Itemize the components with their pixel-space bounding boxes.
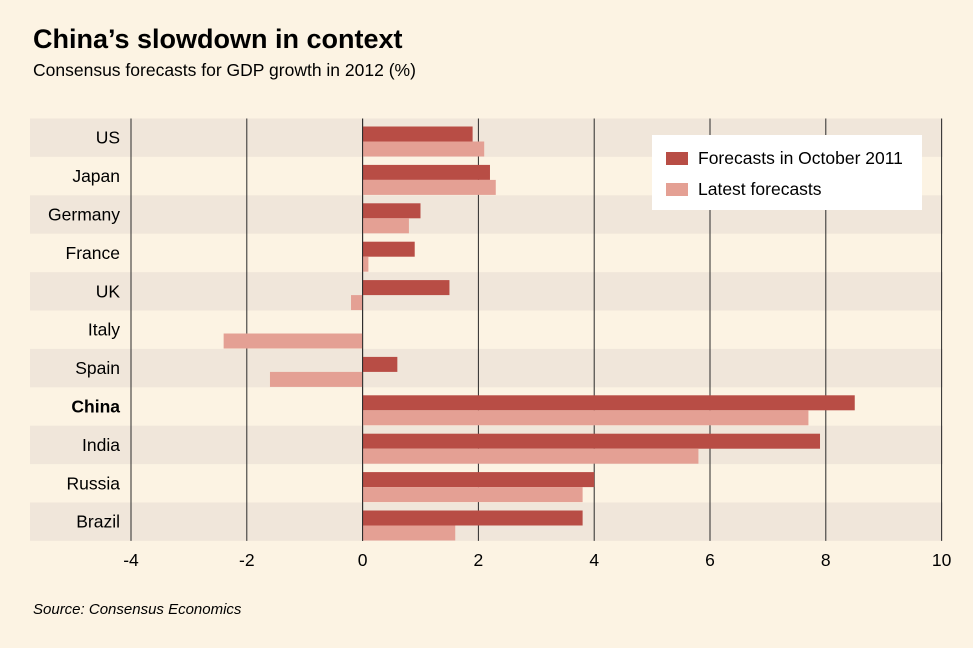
row-band [30,348,943,388]
bar-october-2011-china [362,395,855,411]
x-tick-label: 4 [589,550,599,570]
row-band [30,272,943,311]
legend-swatch [666,152,688,165]
bar-october-2011-russia [362,472,595,488]
category-label: Russia [67,473,121,493]
bar-latest-uk [351,295,363,311]
bar-latest-india [362,448,699,464]
legend-swatch [666,183,688,196]
x-tick-label: 10 [932,550,952,570]
bar-latest-spain [269,371,363,387]
source-note: Source: Consensus Economics [33,601,242,618]
bar-latest-brazil [362,525,456,541]
legend: Forecasts in October 2011 Latest forecast… [652,135,922,210]
row-bands [30,118,943,541]
category-label: China [71,397,120,417]
bar-latest-france [362,256,369,272]
category-label: France [66,243,120,263]
bar-october-2011-france [362,241,415,257]
chart-title: China’s slowdown in context [33,24,403,54]
x-tick-label: 8 [821,550,831,570]
category-label: Italy [88,320,120,340]
bar-latest-japan [362,179,496,195]
x-tick-label: 0 [358,550,368,570]
category-label: Germany [48,205,120,225]
bar-october-2011-us [362,126,473,142]
bar-october-2011-germany [362,203,421,219]
bar-latest-germany [362,218,409,234]
bar-october-2011-uk [362,280,450,296]
category-label: UK [96,281,121,301]
x-tick-label: -2 [239,550,255,570]
category-label: Brazil [76,512,120,532]
bar-latest-china [362,410,809,426]
x-tick-label: 2 [474,550,484,570]
bar-october-2011-india [362,433,821,449]
bar-latest-italy [223,333,363,349]
bar-latest-russia [362,487,583,503]
category-label: Japan [72,166,120,186]
bar-october-2011-spain [362,356,398,372]
chart-subtitle: Consensus forecasts for GDP growth in 20… [33,60,416,80]
x-tick-label: 6 [705,550,715,570]
category-labels: US Japan Germany France UK Italy Spain China Ind… [48,128,120,532]
x-tick-labels: -4 -2 0 2 4 6 8 10 [123,550,951,570]
legend-label: Forecasts in October 2011 [698,148,903,168]
legend-box [652,135,922,210]
category-label: US [96,128,120,148]
bar-latest-us [362,141,485,157]
x-tick-label: -4 [123,550,139,570]
bar-october-2011-brazil [362,510,583,526]
bar-october-2011-japan [362,164,490,180]
category-label: India [82,435,120,455]
bars [223,118,855,541]
category-label: Spain [75,358,120,378]
legend-label: Latest forecasts [698,179,822,199]
